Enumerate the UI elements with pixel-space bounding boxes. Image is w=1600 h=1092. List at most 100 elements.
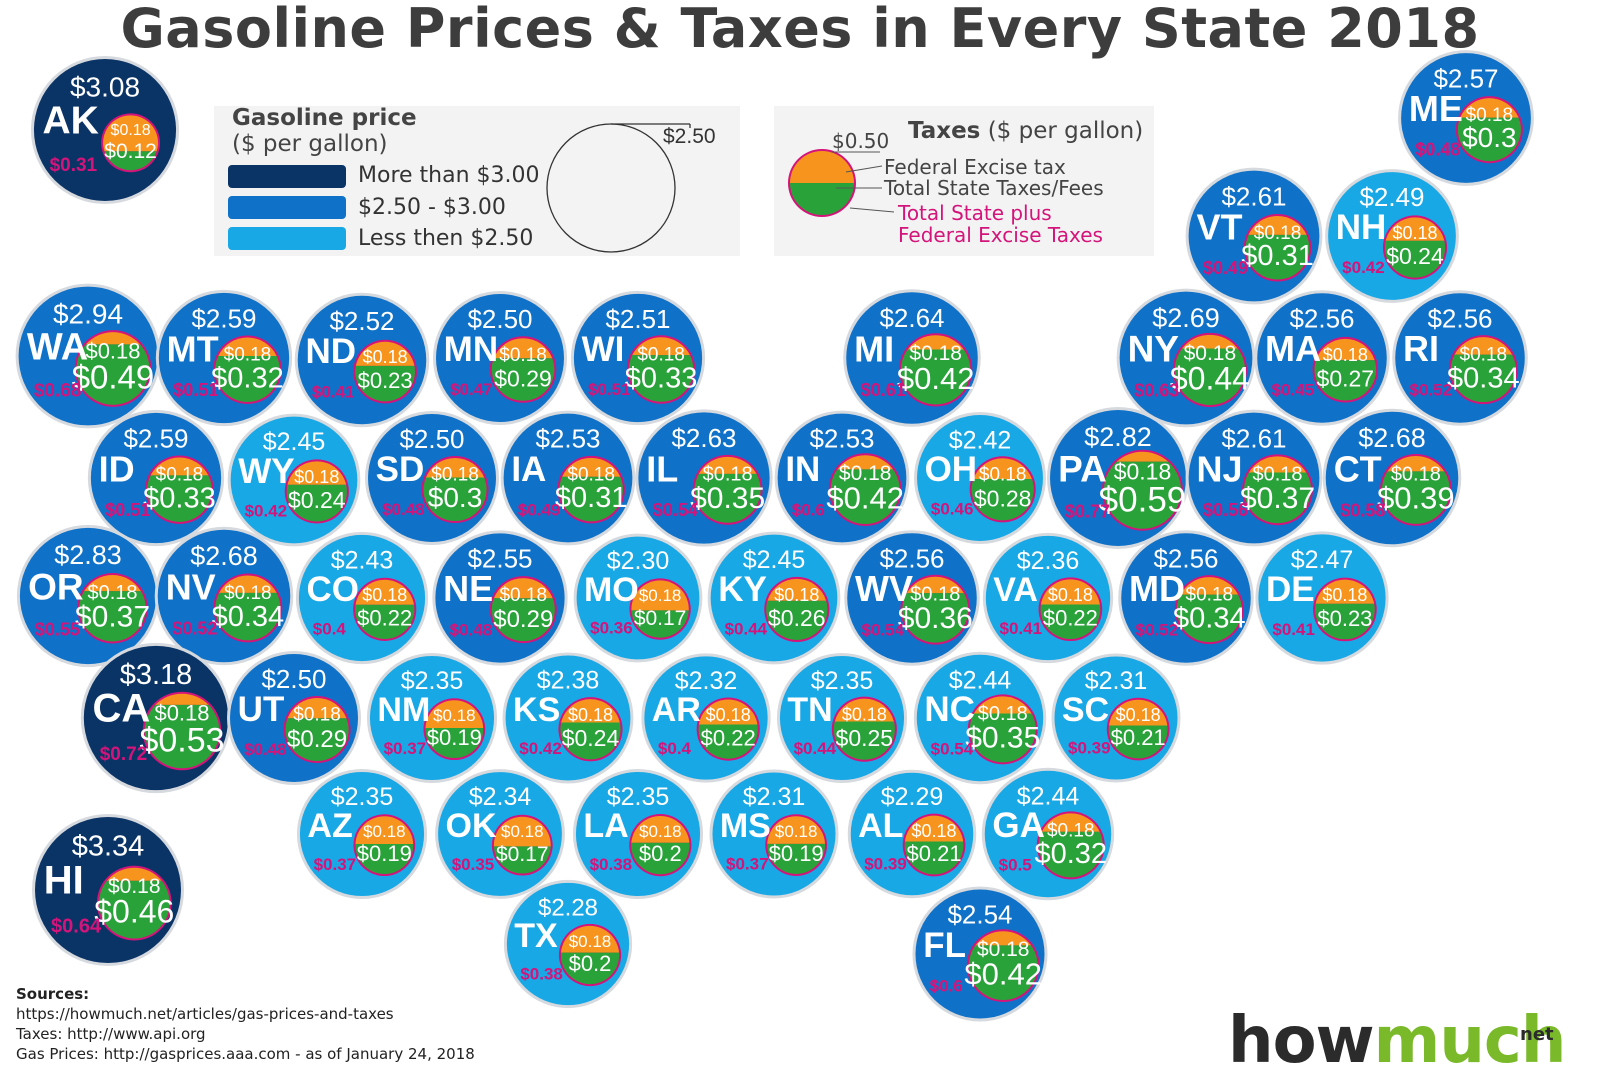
state-fl-federal-slice [975,931,1032,946]
state-ma-federal-label: $0.18 [1323,345,1368,365]
state-ne-state-tax-label: $0.29 [493,606,553,633]
state-tx-total-label: $0.38 [520,964,563,983]
state-or-federal-label: $0.18 [87,582,137,604]
state-wa-federal-slice [85,332,141,345]
state-mn-total-label: $0.47 [450,380,493,399]
state-pa-federal-slice [1116,451,1169,462]
state-ms-state-tax-label: $0.19 [769,841,824,866]
state-wi-state-slice [628,355,694,402]
state-mo-state-slice [631,610,689,638]
tax-legend-pointer-total [849,207,895,213]
state-ma-state-slice [1314,360,1377,401]
state-ar-federal-label: $0.18 [706,705,751,725]
state-ms-federal-label: $0.18 [775,822,818,841]
state-ok-state-tax-label: $0.17 [496,843,549,866]
state-wv-federal-label: $0.18 [910,583,960,605]
tax-legend-title: Taxes ($ per gallon) [908,118,1143,144]
state-ny-state-slice [1174,348,1246,406]
state-ut-total-label: $0.48 [244,740,287,759]
state-vt-state-tax-label: $0.31 [1241,240,1314,272]
state-me-abbr-label: ME [1409,88,1463,129]
state-ga-federal-label: $0.18 [1047,820,1095,841]
state-pa-abbr-label: PA [1058,448,1107,489]
state-ga-state-tax-label: $0.32 [1034,838,1107,870]
state-az-federal-label: $0.18 [363,822,406,841]
state-il-federal-label: $0.18 [703,464,753,486]
state-vt-price-label: $2.61 [1221,181,1286,211]
state-fl-total-label: $0.6 [930,976,963,995]
state-fl-federal-label: $0.18 [977,938,1030,961]
state-ut-state-slice [285,718,349,762]
state-md-abbr-label: MD [1129,568,1185,609]
state-ri-total-label: $0.52 [1409,381,1452,400]
state-ar-abbr-label: AR [652,691,701,729]
state-mo-abbr-label: MO [584,571,639,609]
state-co-abbr-label: CO [306,570,359,609]
state-va-price-label: $2.36 [1017,547,1080,575]
state-il-abbr-label: IL [646,448,678,489]
state-mn-abbr-label: MN [444,330,498,369]
state-ca-price-label: $3.18 [120,659,193,691]
state-vt-abbr-label: VT [1196,206,1242,247]
source-line-3-label: Gas Prices: [16,1045,99,1063]
state-fl-state-slice [968,945,1038,1001]
state-vt-federal-label: $0.18 [1254,223,1302,244]
state-fl-state-tax-label: $0.42 [964,957,1042,992]
state-sc-federal-label: $0.18 [1116,705,1161,725]
state-mt-total-label: $0.51 [173,380,218,400]
state-il-total-label: $0.54 [653,500,698,520]
state-ma-total-label: $0.45 [1271,381,1314,400]
state-nm-abbr-label: NM [377,691,430,729]
state-ma-state-tax-label: $0.27 [1317,366,1375,392]
tax-legend-title-unit: ($ per gallon) [987,118,1144,144]
state-ma-federal-slice [1316,338,1375,361]
state-ca-total-label: $0.72 [100,744,148,765]
state-ca-abbr-label: CA [92,687,150,731]
state-ma-abbr-label: MA [1265,328,1321,369]
state-ar-state-tax-label: $0.22 [701,725,756,750]
state-vt-total-label: $0.49 [1203,258,1248,278]
state-tn-federal-slice [834,698,894,722]
state-or-total-label: $0.55 [35,619,80,639]
state-va-federal-label: $0.18 [1048,585,1093,605]
state-ma-price-label: $2.56 [1289,304,1354,334]
state-mn-state-tax-label: $0.29 [494,366,552,392]
tax-legend-federal-half [790,151,854,183]
state-de-price-label: $2.47 [1291,546,1354,574]
state-tn-federal-label: $0.18 [842,705,887,725]
logo-net: net [1520,1024,1554,1045]
state-sc-abbr-label: SC [1062,691,1109,729]
legend-swatch-mid [228,196,346,219]
legend-swatch-light [228,227,346,250]
price-legend-title-unit: ($ per gallon) [232,131,388,157]
state-sd-price-label: $2.50 [399,424,464,454]
state-pa-total-label: $0.77 [1065,501,1110,521]
state-mn-state-slice [491,358,555,401]
state-nv-state-tax-label: $0.34 [212,601,285,633]
state-wi-total-label: $0.51 [588,380,631,399]
legend-label-light: Less then $2.50 [358,226,534,251]
state-nv-federal-label: $0.18 [224,583,272,604]
state-ri-federal-slice [1454,337,1513,355]
state-co-price-label: $2.43 [331,546,394,574]
state-va-state-slice [1040,604,1101,640]
state-nc-federal-slice [973,696,1032,714]
state-id-federal-slice [150,457,209,476]
state-ne-state-slice [491,598,555,642]
